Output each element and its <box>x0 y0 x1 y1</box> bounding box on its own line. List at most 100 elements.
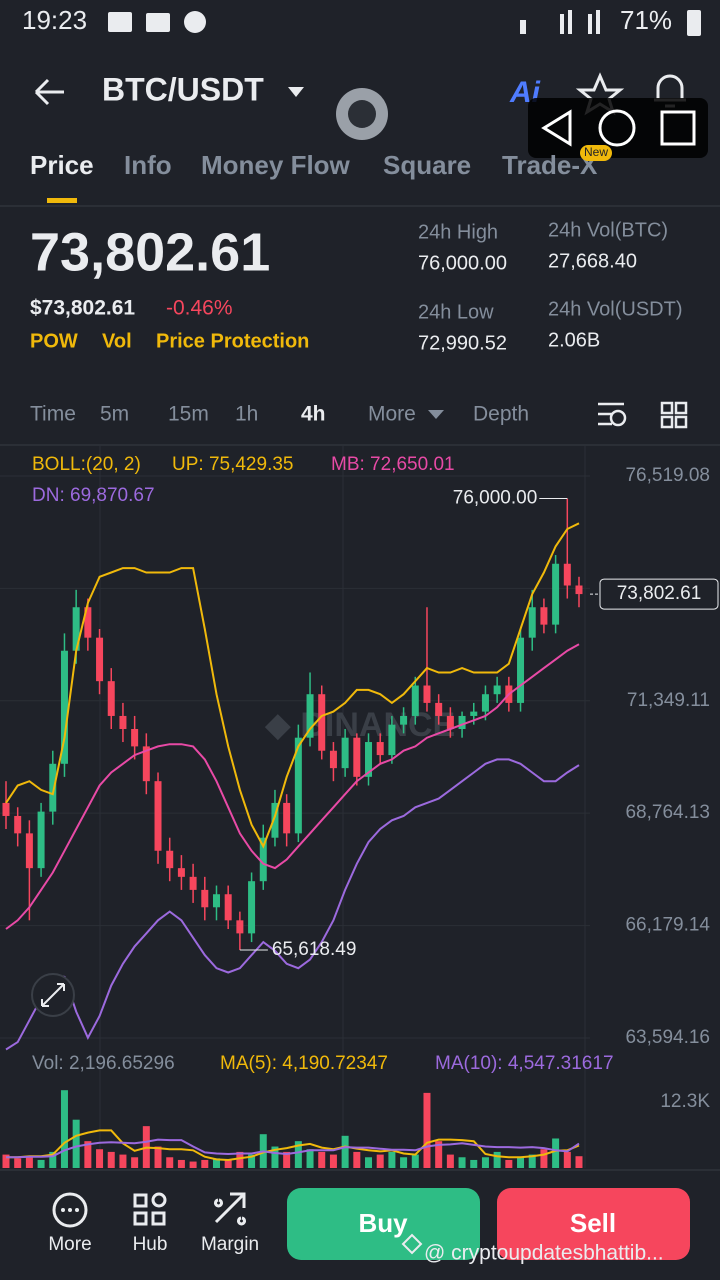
chart-settings[interactable] <box>598 402 627 427</box>
interval[interactable]: 4h <box>301 403 326 426</box>
candle-body <box>259 837 267 882</box>
hub-icon[interactable] <box>133 1192 167 1226</box>
back-button[interactable] <box>34 78 64 106</box>
candle-body <box>552 563 560 625</box>
interval[interactable]: More <box>368 403 416 426</box>
buy-button[interactable] <box>287 1188 480 1260</box>
new-badge-bg <box>580 145 612 161</box>
watermark: @ cryptoupdatesbhattib... <box>424 1242 664 1265</box>
interval[interactable]: Depth <box>473 403 529 426</box>
volume-bar <box>189 1161 197 1168</box>
volume-bar <box>166 1157 174 1168</box>
sell-button[interactable] <box>497 1188 690 1260</box>
interval[interactable]: 5m <box>100 403 129 426</box>
nav-label[interactable]: More <box>48 1234 91 1255</box>
volume-bar <box>318 1151 326 1168</box>
volume-bar <box>14 1158 22 1168</box>
y-tick-label: 12.3K <box>660 1091 710 1112</box>
boll-line <box>5 758 580 1051</box>
tag-link[interactable]: Price Protection <box>156 330 309 352</box>
volume-bar <box>365 1157 373 1168</box>
candle-body <box>470 711 478 716</box>
legend-entry: MA(10): 4,547.31617 <box>435 1053 614 1074</box>
y-tick-label: 66,179.14 <box>625 915 710 936</box>
sell-label[interactable]: Sell <box>570 1208 616 1238</box>
volume-bar <box>49 1151 57 1168</box>
candle-body <box>154 781 162 851</box>
volume-bar <box>446 1154 454 1168</box>
candle-body <box>575 585 583 595</box>
boll-line <box>5 522 580 849</box>
more-icon[interactable] <box>52 1192 88 1228</box>
tag-link[interactable]: POW <box>30 330 78 352</box>
candle-body <box>142 746 150 782</box>
candle-body <box>376 742 384 756</box>
candle-body <box>294 737 302 834</box>
candle-body <box>353 737 361 777</box>
candle-body <box>201 889 209 908</box>
candle-body <box>400 715 408 725</box>
candle-body <box>189 876 197 890</box>
candle-body <box>14 815 22 834</box>
volume-bar <box>236 1151 244 1168</box>
stat-label: 24h Vol(BTC) <box>548 219 668 241</box>
volume-bar <box>458 1157 466 1168</box>
tab[interactable]: Money Flow <box>201 150 351 180</box>
candle-body <box>446 715 454 729</box>
margin-icon[interactable] <box>214 1192 246 1226</box>
stat-value: 2.06B <box>548 329 600 351</box>
indicator-label: BOLL:(20, 2) <box>32 454 141 475</box>
volume-bar <box>60 1090 68 1168</box>
more-dropdown[interactable] <box>428 410 444 419</box>
buy-label[interactable]: Buy <box>358 1208 408 1238</box>
pair-dropdown[interactable] <box>288 87 304 97</box>
volume-bar <box>481 1157 489 1168</box>
nav-back[interactable] <box>541 109 572 147</box>
nav-home[interactable] <box>598 109 636 147</box>
candle-body <box>423 685 431 703</box>
volume-bar <box>528 1154 536 1168</box>
annotation: 76,000.00 <box>453 488 538 509</box>
candle-body <box>60 650 68 764</box>
stat-label: 24h Low <box>418 301 494 323</box>
price-change: -0.46% <box>166 297 233 320</box>
candle-body <box>341 737 349 769</box>
plot <box>2 498 600 1168</box>
status-battery: 71% <box>620 5 672 35</box>
volume-bar <box>212 1158 220 1168</box>
volume-bar <box>329 1154 337 1168</box>
nav-label[interactable]: Hub <box>133 1234 168 1255</box>
volume-bar <box>2 1154 10 1168</box>
interval[interactable]: 15m <box>168 403 209 426</box>
candle-body <box>166 850 174 869</box>
tab[interactable]: Square <box>383 150 471 180</box>
candle-body <box>236 920 244 934</box>
candle-body <box>411 685 419 716</box>
tag-link[interactable]: Vol <box>102 330 132 352</box>
nav-label[interactable]: Margin <box>201 1234 259 1255</box>
volume-bar <box>119 1154 127 1168</box>
candle-body <box>119 715 127 729</box>
volume-bar <box>283 1151 291 1168</box>
candle-body <box>177 868 185 877</box>
tab[interactable]: Info <box>124 150 172 180</box>
volume-bar <box>470 1159 478 1168</box>
volume-bar <box>271 1146 279 1168</box>
y-tick-label: 71,349.11 <box>627 690 710 711</box>
pair-title[interactable]: BTC/USDT <box>102 71 264 107</box>
candle-body <box>248 881 256 934</box>
layout-button[interactable] <box>660 401 688 429</box>
tab[interactable]: Price <box>30 150 94 180</box>
candle-body <box>271 802 279 838</box>
candle-body <box>49 763 57 812</box>
candle-body <box>306 694 314 738</box>
nav-recents[interactable] <box>660 110 696 146</box>
interval[interactable]: Time <box>30 403 76 426</box>
legend-entry: UP: 75,429.35 <box>172 454 293 475</box>
stat-value: 27,668.40 <box>548 250 637 272</box>
status-icons <box>108 10 701 36</box>
interval[interactable]: 1h <box>235 403 258 426</box>
volume-bar <box>388 1151 396 1168</box>
